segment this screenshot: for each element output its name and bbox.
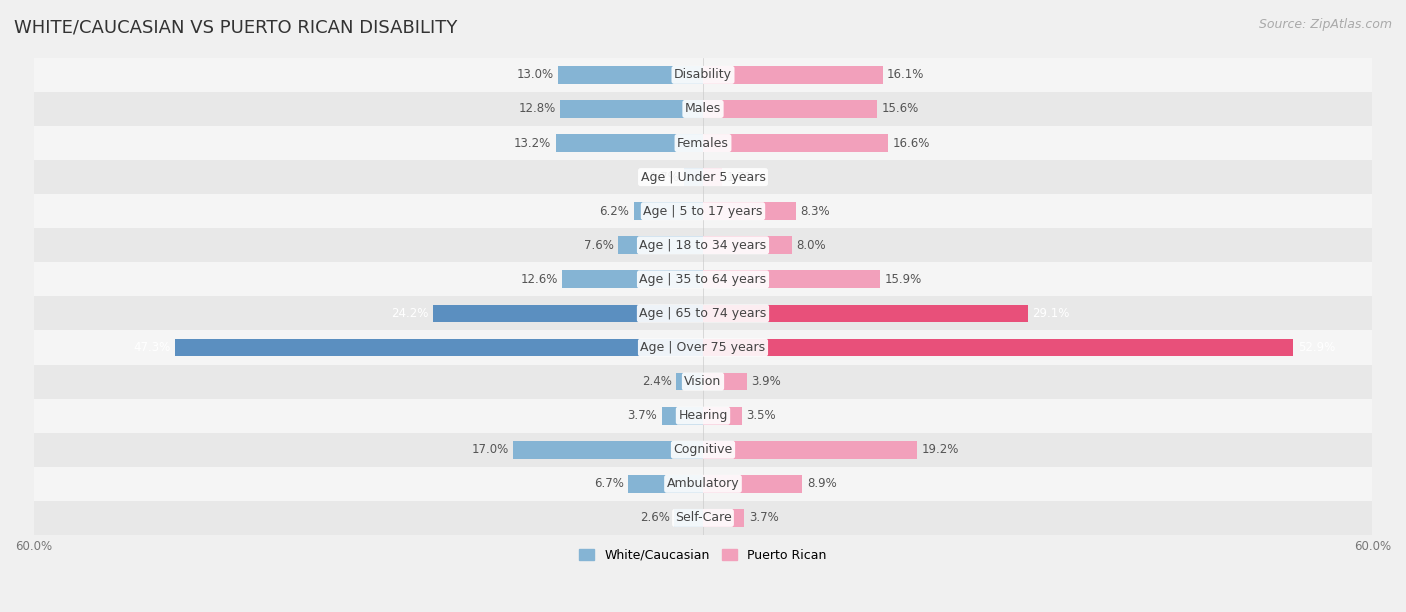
Text: 52.9%: 52.9%	[1298, 341, 1334, 354]
Bar	[662, 407, 703, 425]
Text: 8.3%: 8.3%	[800, 204, 830, 218]
Bar	[34, 228, 1372, 263]
Bar	[34, 467, 1372, 501]
Bar	[703, 236, 792, 254]
Bar	[560, 100, 703, 118]
Text: 13.0%: 13.0%	[516, 69, 554, 81]
Bar	[34, 365, 1372, 398]
Bar	[34, 330, 1372, 365]
Text: 15.6%: 15.6%	[882, 102, 918, 116]
Bar	[513, 441, 703, 458]
Bar	[703, 271, 880, 288]
Text: 6.2%: 6.2%	[599, 204, 630, 218]
Text: 24.2%: 24.2%	[391, 307, 429, 320]
Bar	[703, 66, 883, 84]
Text: 3.7%: 3.7%	[627, 409, 657, 422]
Text: Cognitive: Cognitive	[673, 443, 733, 457]
Text: 13.2%: 13.2%	[515, 136, 551, 149]
Bar	[676, 373, 703, 390]
Bar	[634, 203, 703, 220]
Text: Age | 35 to 64 years: Age | 35 to 64 years	[640, 273, 766, 286]
Text: Ambulatory: Ambulatory	[666, 477, 740, 490]
Bar	[176, 338, 703, 356]
Text: Age | 18 to 34 years: Age | 18 to 34 years	[640, 239, 766, 252]
Text: Females: Females	[678, 136, 728, 149]
Text: 8.9%: 8.9%	[807, 477, 837, 490]
Text: 16.6%: 16.6%	[893, 136, 929, 149]
Text: 12.8%: 12.8%	[519, 102, 555, 116]
Legend: White/Caucasian, Puerto Rican: White/Caucasian, Puerto Rican	[575, 544, 831, 567]
Bar	[558, 66, 703, 84]
Bar	[34, 92, 1372, 126]
Bar	[703, 373, 747, 390]
Bar	[703, 100, 877, 118]
Bar	[34, 126, 1372, 160]
Text: Age | 65 to 74 years: Age | 65 to 74 years	[640, 307, 766, 320]
Text: 12.6%: 12.6%	[520, 273, 558, 286]
Text: 47.3%: 47.3%	[134, 341, 170, 354]
Bar	[703, 407, 742, 425]
Bar	[619, 236, 703, 254]
Text: 6.7%: 6.7%	[593, 477, 624, 490]
Text: 2.4%: 2.4%	[643, 375, 672, 388]
Bar	[34, 58, 1372, 92]
Text: Vision: Vision	[685, 375, 721, 388]
Text: Self-Care: Self-Care	[675, 512, 731, 524]
Bar	[433, 305, 703, 323]
Bar	[703, 338, 1294, 356]
Bar	[34, 194, 1372, 228]
Bar	[34, 433, 1372, 467]
Bar	[703, 509, 744, 527]
Text: 19.2%: 19.2%	[922, 443, 959, 457]
Text: 3.7%: 3.7%	[749, 512, 779, 524]
Bar	[562, 271, 703, 288]
Text: Age | 5 to 17 years: Age | 5 to 17 years	[644, 204, 762, 218]
Bar	[703, 203, 796, 220]
Text: 15.9%: 15.9%	[884, 273, 922, 286]
Bar	[703, 134, 889, 152]
Text: 8.0%: 8.0%	[797, 239, 827, 252]
Bar	[628, 475, 703, 493]
Text: 3.9%: 3.9%	[751, 375, 780, 388]
Text: 3.5%: 3.5%	[747, 409, 776, 422]
Bar	[34, 296, 1372, 330]
Text: Age | Under 5 years: Age | Under 5 years	[641, 171, 765, 184]
Bar	[34, 160, 1372, 194]
Text: Source: ZipAtlas.com: Source: ZipAtlas.com	[1258, 18, 1392, 31]
Text: 1.7%: 1.7%	[650, 171, 679, 184]
Text: Age | Over 75 years: Age | Over 75 years	[641, 341, 765, 354]
Text: WHITE/CAUCASIAN VS PUERTO RICAN DISABILITY: WHITE/CAUCASIAN VS PUERTO RICAN DISABILI…	[14, 18, 457, 36]
Text: 7.6%: 7.6%	[583, 239, 614, 252]
Bar	[703, 305, 1028, 323]
Text: 29.1%: 29.1%	[1032, 307, 1070, 320]
Text: 2.6%: 2.6%	[640, 512, 669, 524]
Bar	[703, 475, 803, 493]
Bar	[685, 168, 703, 186]
Bar	[673, 509, 703, 527]
Text: Hearing: Hearing	[678, 409, 728, 422]
Text: 17.0%: 17.0%	[471, 443, 509, 457]
Bar	[703, 441, 917, 458]
Bar	[34, 263, 1372, 296]
Text: 1.7%: 1.7%	[727, 171, 756, 184]
Text: Disability: Disability	[673, 69, 733, 81]
Bar	[703, 168, 721, 186]
Bar	[34, 501, 1372, 535]
Bar	[34, 398, 1372, 433]
Text: Males: Males	[685, 102, 721, 116]
Bar	[555, 134, 703, 152]
Text: 16.1%: 16.1%	[887, 69, 925, 81]
